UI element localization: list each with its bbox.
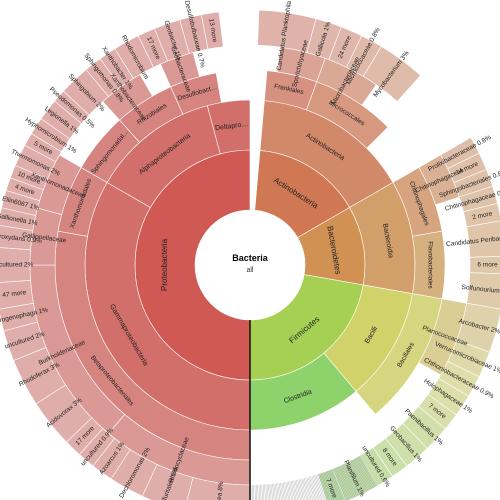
- rare-taxa-tick: [280, 482, 283, 500]
- rare-taxa-tick: [277, 483, 281, 500]
- rare-taxa-tick: [358, 456, 377, 487]
- rare-taxa-tick: [266, 484, 269, 500]
- rare-taxa-tick: [349, 461, 366, 493]
- segment-label: 47 more: [2, 289, 27, 299]
- rare-taxa-tick: [319, 473, 329, 500]
- rare-taxa-tick: [257, 484, 259, 500]
- segment-label: 2 more: [472, 210, 494, 221]
- rare-taxa-tick: [356, 457, 374, 489]
- rare-taxa-tick: [320, 473, 331, 500]
- rare-taxa-tick: [345, 463, 362, 495]
- rare-taxa-tick: [334, 467, 349, 500]
- rare-taxa-tick: [341, 464, 357, 497]
- segments-layer: [0, 9, 500, 500]
- rare-taxa-tick: [324, 471, 335, 500]
- rare-taxa-tick: [352, 459, 370, 491]
- center-subtitle: all: [246, 267, 253, 274]
- rare-taxa-tick: [273, 483, 276, 500]
- rare-taxa-tick: [310, 476, 318, 500]
- rare-taxa-tick: [339, 465, 355, 498]
- rare-taxa-tick: [327, 470, 339, 500]
- rare-taxa-tick: [264, 484, 266, 500]
- rare-taxa-tick: [285, 482, 289, 500]
- rare-taxa-tick: [325, 471, 337, 500]
- rare-taxa-tick: [278, 483, 282, 500]
- rare-taxa-tick: [293, 480, 298, 500]
- rare-taxa-tick: [344, 463, 360, 496]
- segment-sphingomonadales[interactable]: [80, 119, 141, 183]
- rare-taxa-tick: [314, 475, 323, 500]
- segment-label: 13 more: [207, 18, 218, 43]
- rare-taxa-tick: [311, 476, 320, 500]
- rare-taxa-tick: [322, 472, 332, 500]
- rare-taxa-tick: [329, 469, 342, 500]
- rare-taxa-tick: [306, 477, 313, 500]
- rare-taxa-tick: [268, 484, 270, 500]
- rare-taxa-tick: [262, 484, 265, 500]
- rare-taxa-tick: [307, 477, 315, 500]
- rare-taxa-tick: [256, 484, 257, 500]
- rare-taxa-tick: [269, 484, 272, 500]
- rare-taxa-tick: [328, 470, 340, 500]
- rare-taxa-tick: [337, 466, 352, 500]
- rare-taxa-tick: [348, 461, 364, 494]
- rare-taxa-tick: [274, 483, 278, 500]
- rare-taxa-tick: [298, 479, 304, 500]
- rare-taxa-tick: [254, 484, 256, 500]
- rare-taxa-tick: [315, 474, 324, 500]
- rare-taxa-tick: [296, 480, 301, 500]
- segment-13-more[interactable]: [200, 11, 224, 50]
- rare-taxa-tick: [346, 462, 363, 494]
- rare-taxa-tick: [330, 469, 344, 500]
- rare-taxa-tick: [302, 478, 309, 500]
- rare-taxa-tick: [335, 467, 350, 500]
- rare-taxa-tick: [272, 483, 275, 500]
- rare-taxa-tick: [305, 477, 312, 500]
- rare-taxa-tick: [289, 481, 294, 500]
- rare-taxa-tick: [294, 480, 300, 500]
- rare-taxa-tick: [304, 478, 310, 500]
- segment-label: Flavobacteriales: [426, 241, 433, 289]
- segment-mycobacterium[interactable]: [362, 46, 422, 102]
- rare-taxa-tick: [355, 458, 373, 489]
- rare-taxa-tick: [261, 484, 263, 500]
- rare-taxa-tick: [270, 483, 273, 500]
- rare-taxa-tick: [351, 459, 369, 492]
- rare-taxa-tick: [292, 480, 297, 500]
- segment-label: Zoogloea 8%: [213, 481, 225, 500]
- rare-taxa-tick: [300, 479, 306, 500]
- rare-taxa-tick: [316, 474, 326, 500]
- rare-taxa-tick: [350, 460, 367, 492]
- segment-7-more[interactable]: [317, 468, 346, 500]
- segment-label: 6 more: [477, 262, 498, 269]
- segment-label: Proteobacteria: [160, 238, 169, 291]
- rare-taxa-tick: [340, 465, 356, 498]
- rare-taxa-tick: [286, 481, 291, 500]
- rare-taxa-tick: [290, 481, 295, 500]
- rare-taxa-tick: [258, 484, 260, 500]
- rare-taxa-tick: [309, 476, 316, 500]
- center-title: Bacteria: [232, 253, 269, 263]
- segment-label: Deltapro…: [215, 121, 249, 132]
- rare-taxa-tick: [288, 481, 292, 500]
- rare-taxa-tick: [253, 484, 255, 500]
- rare-taxa-tick: [357, 456, 375, 488]
- rare-taxa-tick: [265, 484, 267, 500]
- rare-taxa-tick: [318, 474, 327, 500]
- rare-taxa-tick: [313, 475, 321, 500]
- rare-taxa-tick: [301, 478, 307, 500]
- rare-taxa-tick: [359, 455, 378, 486]
- rare-taxa-tick: [343, 464, 359, 496]
- rare-taxa-tick: [297, 479, 303, 500]
- segment-label: uncultured 2%: [0, 262, 33, 269]
- rare-taxa-tick: [276, 483, 279, 500]
- rare-taxa-tick: [281, 482, 285, 500]
- center-node[interactable]: [195, 210, 305, 320]
- rare-taxa-tick: [260, 484, 262, 500]
- rare-taxa-tick: [333, 468, 347, 500]
- rare-taxa-tick: [353, 458, 371, 490]
- rare-taxa-tick: [338, 466, 353, 499]
- rare-taxa-tick: [332, 468, 345, 500]
